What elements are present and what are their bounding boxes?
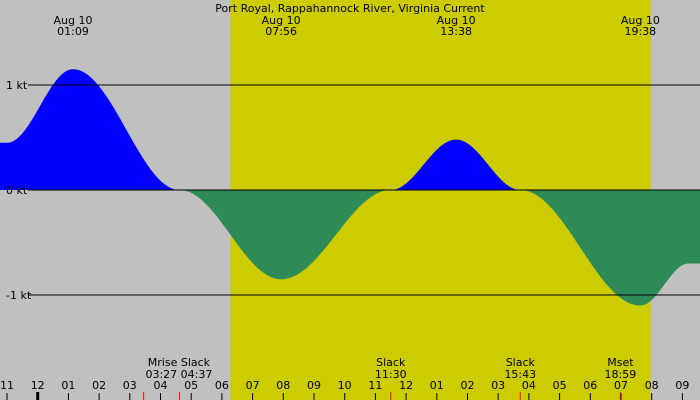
hour-tick-label: 08	[645, 379, 659, 392]
bottom-event-label: Slack	[376, 356, 406, 369]
top-event-time: 19:38	[624, 25, 656, 38]
hour-tick-label: 12	[31, 379, 45, 392]
hour-tick-labels: 11 12 01 02 03 04 05 06 07 08 09 10 11 12 01 02 03 04 05 06…	[0, 379, 689, 392]
top-event-time: 07:56	[265, 25, 297, 38]
chart-title: Port Royal, Rappahannock River, Virginia…	[215, 2, 485, 15]
hour-tick-label: 07	[246, 379, 260, 392]
hour-tick-label: 09	[307, 379, 321, 392]
hour-tick-label: 01	[61, 379, 75, 392]
hour-tick-label: 02	[461, 379, 475, 392]
hour-tick-label: 11	[368, 379, 382, 392]
hour-tick-label: 05	[553, 379, 567, 392]
ebb-area-1	[179, 190, 391, 280]
gridline-layer	[28, 84, 700, 296]
bottom-event-time: 11:30	[375, 368, 407, 381]
bottom-event-time: 18:59	[605, 368, 637, 381]
top-event-date: Aug 10	[54, 14, 93, 27]
hour-tick-label: 04	[522, 379, 536, 392]
bottom-event-time: 03:27 04:37	[145, 368, 212, 381]
top-event-date: Aug 10	[437, 14, 476, 27]
hour-tick-label: 06	[215, 379, 229, 392]
hour-tick-label: 08	[276, 379, 290, 392]
hour-tick-label: 04	[154, 379, 168, 392]
hour-tick-label: 07	[614, 379, 628, 392]
flood-area-0	[0, 69, 180, 190]
ebb-area-3	[520, 190, 700, 306]
bottom-event-label: Mrise Slack	[148, 356, 211, 369]
top-event-time: 13:38	[440, 25, 472, 38]
hour-tick-label: 02	[92, 379, 106, 392]
top-event-date: Aug 10	[262, 14, 301, 27]
top-event-time: 01:09	[57, 25, 89, 38]
hour-tick-label: 01	[430, 379, 444, 392]
hour-tick-label: 06	[583, 379, 597, 392]
hour-ticks	[6, 392, 683, 400]
hour-tick-label: 11	[0, 379, 14, 392]
y-tick-labels: 1 kt 0 kt -1 kt	[6, 79, 32, 302]
hour-tick-label: 10	[338, 379, 352, 392]
bottom-event-time: 15:43	[504, 368, 536, 381]
current-area-layer	[0, 69, 700, 306]
hour-tick-label: 09	[675, 379, 689, 392]
y-tick-label: 1 kt	[6, 79, 28, 92]
bottom-event-label: Mset	[607, 356, 634, 369]
top-event-date: Aug 10	[621, 14, 660, 27]
flood-area-2	[390, 139, 521, 190]
y-tick-label: -1 kt	[6, 289, 32, 302]
hour-tick-label: 03	[491, 379, 505, 392]
hour-tick-label: 12	[399, 379, 413, 392]
hour-tick-label: 05	[184, 379, 198, 392]
bottom-event-label: Slack	[506, 356, 536, 369]
hour-tick-label: 03	[123, 379, 137, 392]
y-tick-label: 0 kt	[6, 184, 28, 197]
